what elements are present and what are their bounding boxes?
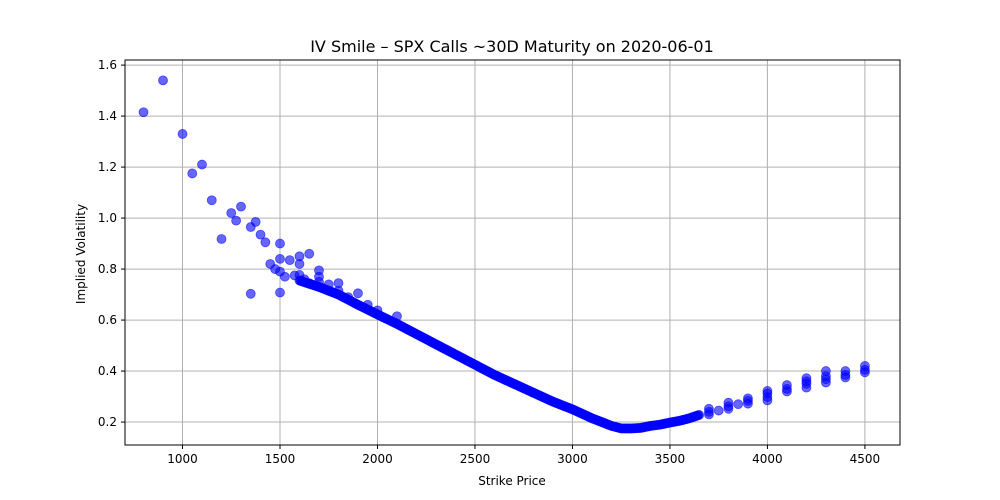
data-point bbox=[275, 238, 285, 249]
data-point bbox=[226, 208, 237, 218]
data-point bbox=[275, 287, 285, 298]
data-point bbox=[177, 129, 188, 139]
data-point bbox=[713, 405, 724, 416]
data-point bbox=[821, 366, 831, 376]
data-point bbox=[279, 271, 290, 282]
data-point bbox=[216, 234, 227, 244]
data-point bbox=[245, 288, 256, 299]
x-tick-label: 4500 bbox=[850, 452, 881, 466]
x-tick-label: 2500 bbox=[460, 452, 491, 466]
x-axis-label: Strike Price bbox=[478, 474, 546, 488]
data-point bbox=[206, 195, 217, 206]
y-tick-label: 1.4 bbox=[98, 109, 117, 123]
data-point bbox=[236, 201, 246, 212]
x-tick-label: 3500 bbox=[655, 452, 686, 466]
data-point bbox=[860, 361, 870, 371]
y-tick-label: 0.4 bbox=[98, 364, 117, 378]
data-points bbox=[138, 75, 870, 434]
x-tick-label: 1500 bbox=[265, 452, 296, 466]
data-point bbox=[723, 397, 734, 408]
x-tick-label: 4000 bbox=[752, 452, 783, 466]
data-point bbox=[801, 373, 812, 384]
data-point bbox=[762, 386, 773, 396]
data-point bbox=[743, 393, 753, 404]
data-point bbox=[197, 159, 207, 170]
data-point bbox=[353, 288, 363, 299]
data-point bbox=[138, 107, 149, 118]
y-tick-label: 1.0 bbox=[98, 211, 117, 225]
data-point bbox=[275, 253, 285, 264]
y-axis-label: Implied Volatility bbox=[74, 204, 88, 304]
data-point bbox=[255, 229, 266, 240]
axis-ticks: 1000 1500 2000 2500 3000 3500 4000 4500 0.2 0.4 0.… bbox=[98, 58, 880, 466]
data-point bbox=[284, 255, 295, 266]
data-point bbox=[158, 75, 168, 86]
data-point bbox=[782, 380, 792, 390]
y-tick-label: 1.2 bbox=[98, 160, 117, 174]
y-tick-label: 1.6 bbox=[98, 58, 117, 72]
data-point bbox=[250, 216, 261, 227]
chart-title: IV Smile – SPX Calls ~30D Maturity on 20… bbox=[310, 37, 714, 56]
data-point bbox=[260, 237, 271, 248]
y-tick-label: 0.2 bbox=[98, 415, 117, 429]
data-point bbox=[733, 399, 744, 410]
y-tick-label: 0.8 bbox=[98, 262, 117, 276]
data-point bbox=[294, 259, 305, 269]
data-point bbox=[840, 366, 851, 376]
data-point bbox=[231, 215, 242, 226]
data-point bbox=[304, 248, 315, 259]
axes-frame bbox=[124, 59, 901, 446]
x-tick-label: 1000 bbox=[167, 452, 198, 466]
y-tick-label: 0.6 bbox=[98, 313, 117, 327]
data-point bbox=[694, 410, 705, 420]
grid-lines bbox=[125, 60, 900, 445]
x-tick-label: 3000 bbox=[557, 452, 588, 466]
data-point bbox=[187, 168, 198, 179]
x-tick-label: 2000 bbox=[362, 452, 393, 466]
data-point bbox=[704, 403, 714, 414]
